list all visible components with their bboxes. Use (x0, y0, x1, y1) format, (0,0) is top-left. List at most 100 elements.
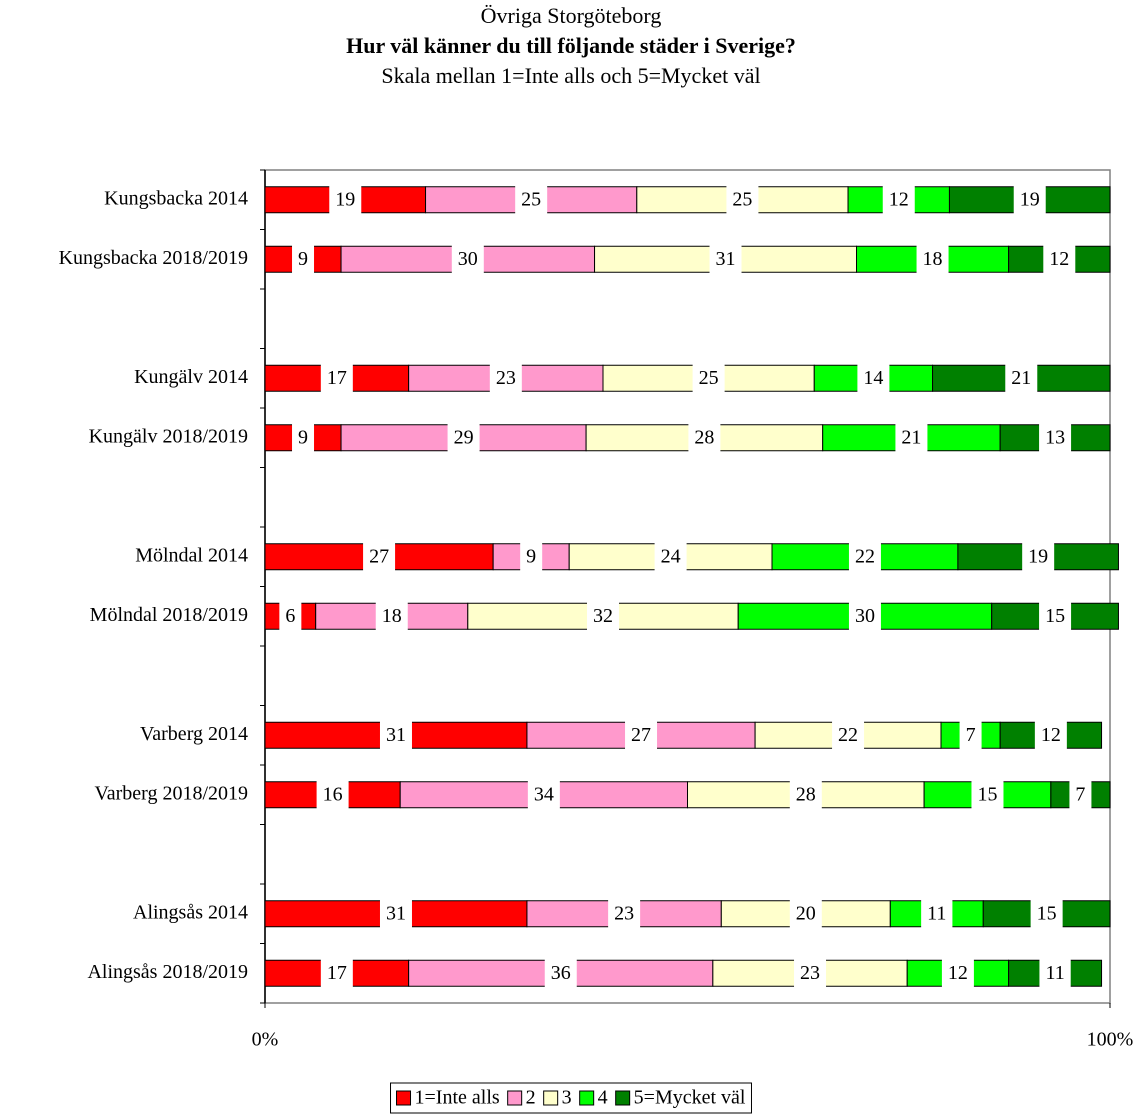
y-tick-label: Mölndal 2014 (135, 544, 248, 566)
data-label: 18 (923, 248, 943, 270)
data-label-group: 11 (1039, 959, 1071, 988)
data-label-bg (520, 542, 543, 571)
data-label-group: 20 (789, 899, 822, 928)
data-label-group: 28 (789, 780, 822, 809)
data-label-bg (451, 245, 484, 274)
data-label: 14 (863, 367, 883, 389)
data-label-bg (1013, 185, 1046, 214)
data-label-bg (1030, 899, 1063, 928)
data-label-group: 13 (1039, 423, 1072, 452)
data-label-group: 15 (1030, 899, 1063, 928)
data-label-group: 23 (794, 959, 827, 988)
data-label: 15 (1045, 605, 1065, 627)
data-label-bg (1022, 542, 1055, 571)
data-label-group: 11 (921, 899, 953, 928)
data-label-group: 23 (489, 364, 522, 393)
data-label: 11 (1045, 962, 1064, 984)
data-label: 7 (1075, 783, 1085, 805)
data-label-bg (726, 185, 759, 214)
y-tick-label: Mölndal 2018/2019 (90, 604, 248, 626)
data-label-group: 15 (971, 780, 1004, 809)
data-label: 12 (1049, 248, 1069, 270)
data-label-group: 12 (882, 185, 915, 214)
data-label-bg (692, 364, 725, 393)
data-label: 24 (661, 545, 681, 567)
data-label-group: 9 (292, 423, 315, 452)
y-tick-label: Kungälv 2014 (134, 366, 248, 388)
legend-label: 4 (598, 1087, 608, 1109)
data-label-bg (789, 899, 822, 928)
data-label-bg (1039, 423, 1072, 452)
data-label-bg (1034, 721, 1067, 750)
plot-frame (264, 169, 1111, 1004)
data-label: 12 (948, 962, 968, 984)
data-label-bg (489, 364, 522, 393)
data-label-group: 18 (916, 245, 949, 274)
data-label-bg (654, 542, 687, 571)
legend-label: 3 (562, 1087, 572, 1109)
data-label-bg (857, 364, 890, 393)
data-label: 17 (327, 367, 347, 389)
data-label: 32 (593, 605, 613, 627)
data-label: 9 (298, 426, 308, 448)
data-label: 25 (732, 188, 752, 210)
data-label: 23 (496, 367, 516, 389)
data-label-group: 19 (1022, 542, 1055, 571)
data-label-bg (959, 721, 982, 750)
data-label-group: 21 (1005, 364, 1038, 393)
data-label-group: 24 (654, 542, 687, 571)
legend-label: 2 (526, 1087, 536, 1109)
data-label-bg (1069, 780, 1092, 809)
data-label-bg (1039, 602, 1072, 631)
legend-swatch (507, 1090, 523, 1106)
data-label-bg (292, 423, 315, 452)
data-label: 28 (796, 783, 816, 805)
data-label: 11 (927, 902, 946, 924)
data-label-bg (848, 602, 881, 631)
data-label-bg (515, 185, 548, 214)
data-label: 7 (966, 724, 976, 746)
data-label-bg (971, 780, 1004, 809)
data-label-bg (1039, 959, 1071, 988)
data-label: 22 (855, 545, 875, 567)
data-label: 21 (1011, 367, 1031, 389)
data-label-bg (447, 423, 480, 452)
legend-swatch (396, 1090, 412, 1106)
data-label: 34 (534, 783, 554, 805)
data-label: 31 (716, 248, 736, 270)
data-label-group: 28 (688, 423, 721, 452)
data-label-group: 31 (709, 245, 742, 274)
data-label: 13 (1045, 426, 1065, 448)
data-label-group: 19 (1013, 185, 1046, 214)
y-tick-label: Alingsås 2014 (133, 901, 248, 923)
data-label: 27 (631, 724, 651, 746)
data-label-group: 12 (1034, 721, 1067, 750)
data-label-bg (379, 721, 412, 750)
data-label-group: 12 (1043, 245, 1076, 274)
data-label-bg (921, 899, 953, 928)
legend-swatch (615, 1090, 631, 1106)
data-label: 29 (454, 426, 474, 448)
data-label-group: 17 (320, 364, 353, 393)
data-label: 21 (901, 426, 921, 448)
data-label: 9 (526, 545, 536, 567)
data-label: 17 (327, 962, 347, 984)
data-label-group: 31 (379, 721, 412, 750)
data-label: 22 (838, 724, 858, 746)
data-label-group: 14 (857, 364, 890, 393)
data-label-bg (329, 185, 362, 214)
x-tick-label: 0% (252, 1029, 279, 1051)
data-label-group: 7 (959, 721, 982, 750)
data-label: 12 (1041, 724, 1061, 746)
data-label: 6 (285, 605, 295, 627)
legend-swatch (579, 1090, 595, 1106)
data-label-group: 22 (848, 542, 881, 571)
data-label-bg (848, 542, 881, 571)
data-label-bg (832, 721, 865, 750)
data-label-bg (688, 423, 721, 452)
data-label-bg (709, 245, 742, 274)
data-label-bg (292, 245, 315, 274)
data-label-bg (882, 185, 915, 214)
y-tick-label: Alingsås 2018/2019 (87, 961, 248, 983)
